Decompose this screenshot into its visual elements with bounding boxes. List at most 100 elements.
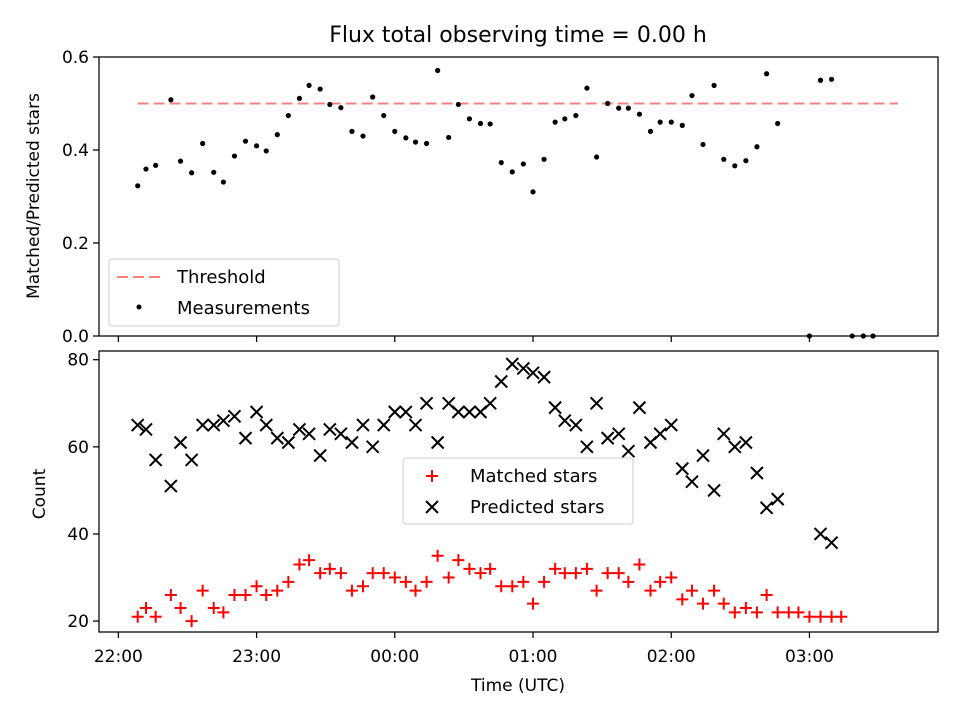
measurement-point xyxy=(349,128,355,134)
matched-star-marker xyxy=(452,554,465,567)
x-tick-label: 02:00 xyxy=(647,647,696,667)
matched-star-marker xyxy=(612,567,625,580)
predicted-star-marker xyxy=(408,418,423,432)
top-legend-box xyxy=(108,258,340,327)
predicted-star-marker xyxy=(249,405,264,419)
bottom-y-ticks: 20 40 60 80 xyxy=(67,351,99,632)
top-plot-frame xyxy=(98,56,939,337)
measurement-point xyxy=(143,166,149,172)
predicted-star-marker xyxy=(750,466,764,480)
legend-measurements-swatch xyxy=(136,304,142,310)
chart-title: Flux total observing time = 0.00 h xyxy=(329,23,707,48)
measurement-point xyxy=(616,105,622,111)
matched-star-marker xyxy=(409,584,422,597)
measurement-point xyxy=(498,159,504,166)
predicted-star-marker xyxy=(505,357,519,371)
top-x-ticks xyxy=(117,336,811,342)
predicted-star-marker xyxy=(148,453,163,467)
predicted-star-marker xyxy=(728,440,742,454)
matched-star-marker xyxy=(474,567,487,580)
predicted-star-marker xyxy=(292,422,307,437)
measurement-point xyxy=(636,111,643,117)
legend-matched-swatch xyxy=(426,470,438,482)
measurement-point xyxy=(296,95,303,101)
matched-star-marker xyxy=(431,549,444,562)
predicted-star-marker xyxy=(759,501,774,515)
measurement-point xyxy=(189,170,195,176)
measurement-point xyxy=(466,116,473,122)
measurement-point xyxy=(487,121,493,127)
measurement-point xyxy=(381,112,387,119)
measurement-point xyxy=(370,94,376,100)
matched-star-marker xyxy=(377,567,390,580)
matched-star-marker xyxy=(420,575,433,588)
measurement-point xyxy=(732,163,738,169)
measurement-point xyxy=(153,162,159,168)
predicted-star-marker xyxy=(164,479,178,493)
predicted-star-marker xyxy=(388,405,402,419)
measurement-point xyxy=(242,138,249,144)
matched-star-marker xyxy=(739,602,752,615)
matched-star-marker xyxy=(388,571,401,584)
legend-measurements-label: Measurements xyxy=(177,298,310,319)
legend-matched-label: Matched stars xyxy=(470,466,597,487)
matched-star-marker xyxy=(217,606,230,619)
matched-star-marker xyxy=(239,588,252,601)
measurement-point xyxy=(562,116,568,122)
predicted-star-marker xyxy=(302,427,316,441)
predicted-star-marker xyxy=(526,366,540,380)
measurement-point xyxy=(135,183,141,189)
matched-star-marker xyxy=(527,597,540,610)
matched-star-marker xyxy=(601,567,614,580)
matched-star-marker xyxy=(463,562,476,575)
measurement-point xyxy=(509,169,515,175)
matched-star-marker xyxy=(174,602,187,615)
predicted-star-marker xyxy=(600,431,615,445)
bottom-legend: Matched stars Predicted stars xyxy=(402,457,634,525)
matched-star-marker xyxy=(803,610,816,623)
predicted-star-marker xyxy=(707,483,721,498)
measurement-point xyxy=(211,169,217,175)
predicted-star-marker xyxy=(494,374,508,389)
matched-star-marker xyxy=(366,567,379,580)
predicted-star-marker xyxy=(824,535,839,550)
measurement-point xyxy=(754,144,760,150)
predicted-star-marker xyxy=(345,435,359,450)
predicted-star-marker xyxy=(696,448,710,463)
predicted-star-marker xyxy=(739,435,753,450)
measurement-point xyxy=(338,105,344,111)
predicted-star-marker xyxy=(558,413,572,428)
measurement-point xyxy=(541,156,547,162)
predicted-star-marker xyxy=(632,400,647,415)
matched-star-marker xyxy=(771,606,784,619)
measurement-point xyxy=(274,132,280,138)
bottom-y-tick-label: 40 xyxy=(67,525,89,545)
x-tick-label: 23:00 xyxy=(232,647,281,667)
matched-star-marker xyxy=(622,575,635,588)
matched-star-marker xyxy=(196,584,209,597)
matched-star-marker xyxy=(633,558,646,571)
matched-star-marker xyxy=(139,602,152,615)
matched-star-marker xyxy=(665,571,678,584)
matched-star-marker xyxy=(228,588,241,601)
predicted-star-marker xyxy=(770,492,785,506)
matched-star-marker xyxy=(282,575,295,588)
predicted-star-marker xyxy=(323,422,337,437)
measurement-point xyxy=(435,67,441,74)
top-y-tick-label: 0.4 xyxy=(62,141,89,161)
matched-star-marker xyxy=(590,584,603,597)
matched-stars-points xyxy=(131,549,848,628)
matched-star-marker xyxy=(517,575,530,588)
predicted-star-marker xyxy=(664,418,678,432)
matched-star-marker xyxy=(760,588,773,601)
predicted-star-marker xyxy=(130,418,145,432)
bottom-y-tick-label: 80 xyxy=(67,351,89,371)
matched-star-marker xyxy=(814,610,827,623)
predicted-star-marker xyxy=(139,422,153,437)
bottom-plot-frame xyxy=(98,350,939,633)
bottom-y-tick-label: 60 xyxy=(67,438,89,458)
predicted-star-marker xyxy=(334,427,348,441)
top-y-ticks: 0.0 0.2 0.4 0.6 xyxy=(62,48,99,347)
measurement-point xyxy=(573,112,579,119)
